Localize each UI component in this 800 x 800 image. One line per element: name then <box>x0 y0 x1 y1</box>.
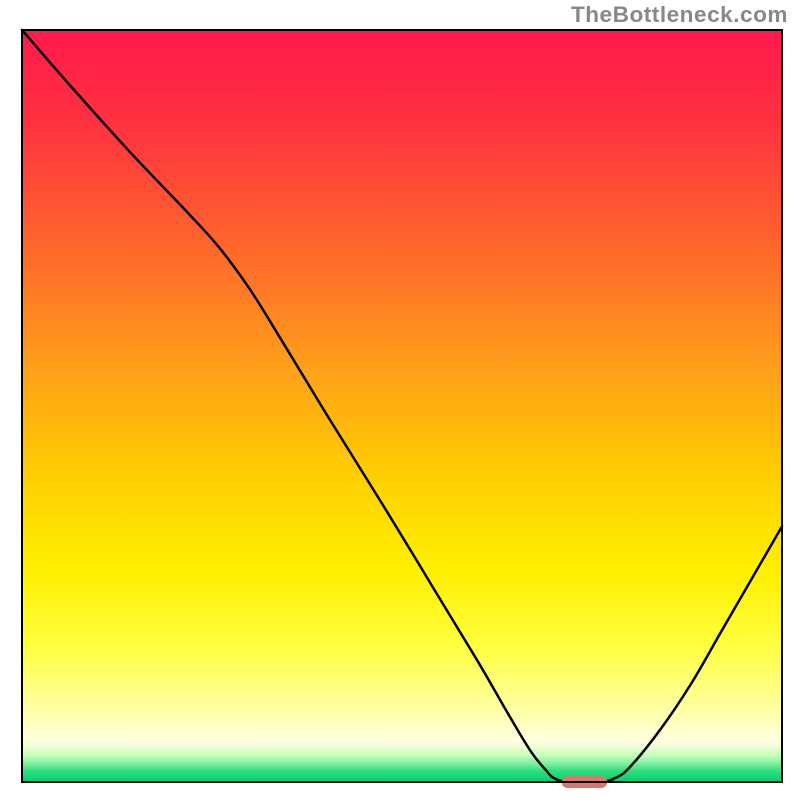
bottleneck-chart <box>0 0 800 800</box>
plot-background <box>22 30 782 782</box>
watermark-text: TheBottleneck.com <box>571 2 788 28</box>
chart-container: TheBottleneck.com <box>0 0 800 800</box>
